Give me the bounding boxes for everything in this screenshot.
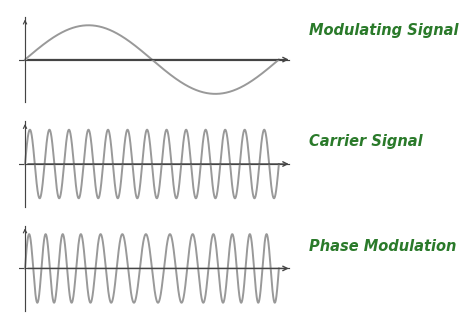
Text: Modulating Signal: Modulating Signal [310,23,459,38]
Text: Carrier Signal: Carrier Signal [310,134,423,149]
Text: Phase Modulation: Phase Modulation [310,239,457,254]
